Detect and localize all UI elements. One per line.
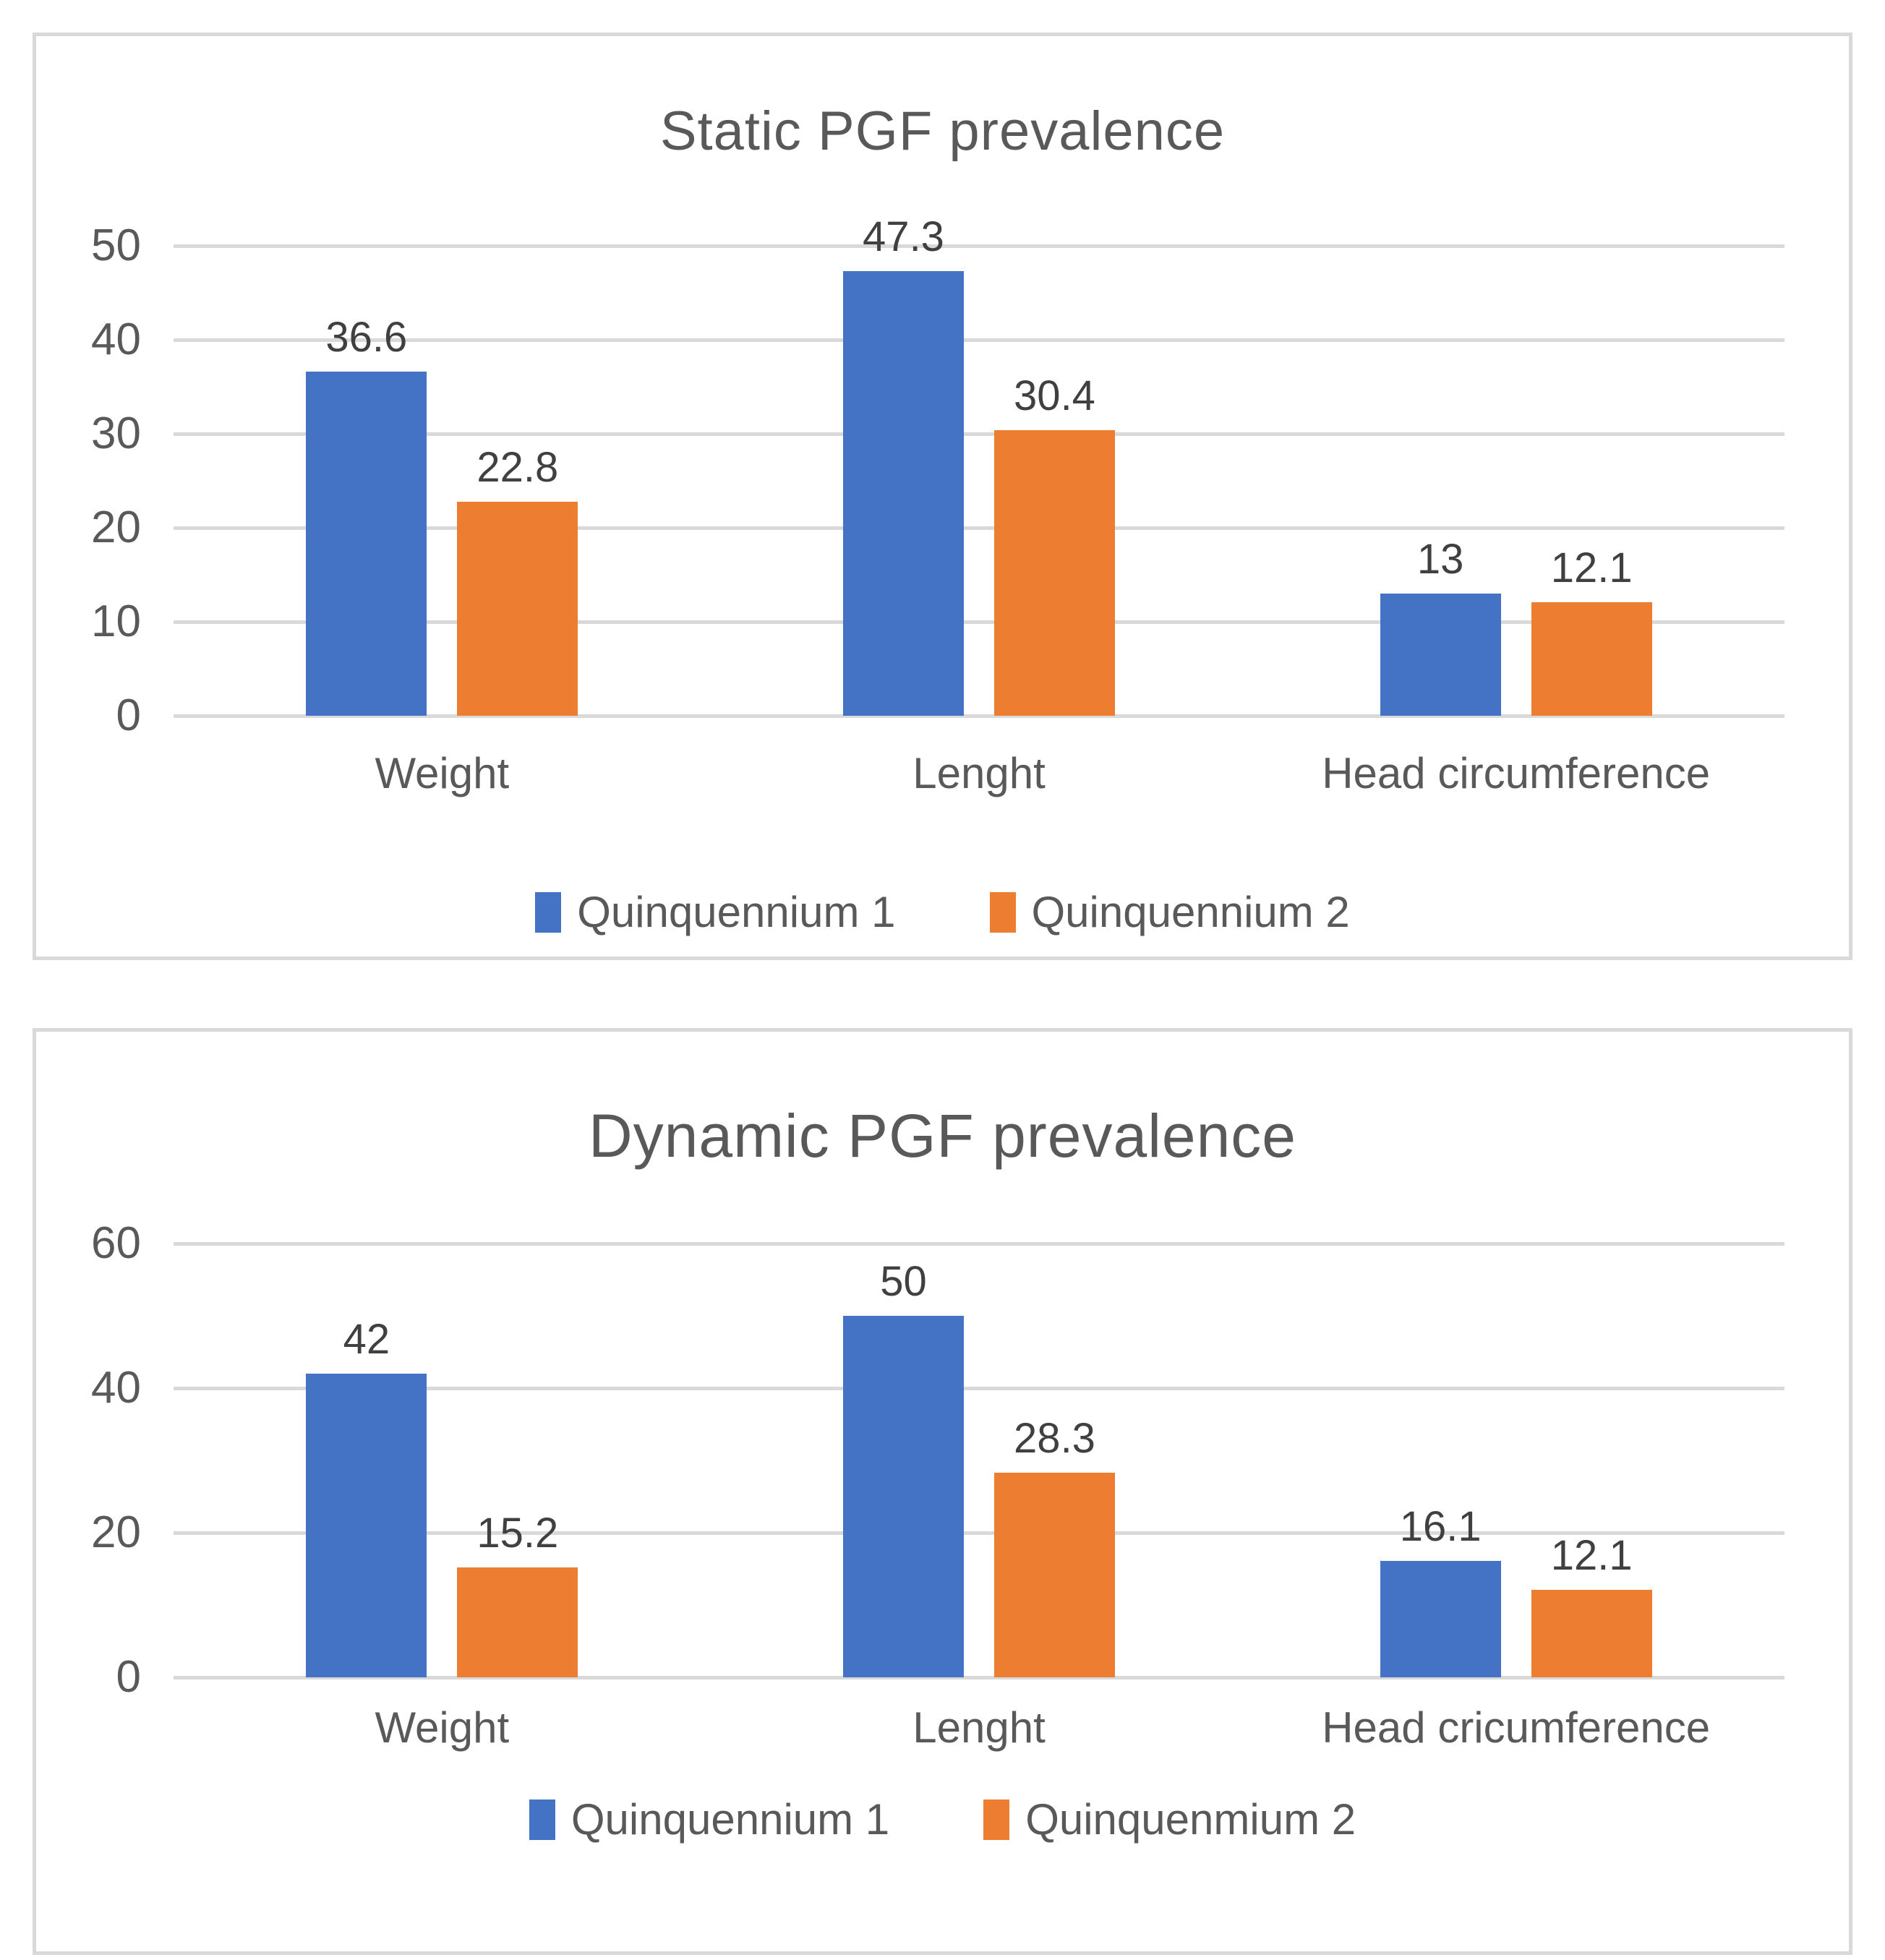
- category-axis: Weight Lenght Head cricumference: [174, 1703, 1784, 1753]
- bar: [306, 1374, 427, 1677]
- legend-swatch: [529, 1799, 555, 1840]
- bar-slot: 42: [306, 1244, 427, 1677]
- gridline: [174, 620, 1784, 624]
- bar: [306, 372, 427, 716]
- legend-swatch: [535, 892, 562, 933]
- data-label: 50: [880, 1258, 927, 1305]
- y-axis-tick-label: 50: [91, 221, 141, 270]
- y-axis-tick-label: 0: [116, 1652, 141, 1702]
- bar: [457, 501, 578, 716]
- y-axis-tick-label: 40: [91, 314, 141, 364]
- data-label: 28.3: [1014, 1415, 1095, 1462]
- data-label: 42: [343, 1316, 390, 1363]
- legend-label: Quinquennium 1: [570, 1795, 890, 1844]
- data-label: 12.1: [1550, 1532, 1633, 1579]
- legend-item: Quinquennium 2: [989, 888, 1350, 936]
- bar-slot: 12.1: [1531, 1244, 1652, 1677]
- y-axis-tick-label: 60: [91, 1218, 141, 1268]
- gridline: [174, 1241, 1784, 1246]
- bar-group: 16.1 12.1: [1247, 1244, 1784, 1677]
- bar: [994, 1473, 1115, 1677]
- gridline: [174, 1531, 1784, 1535]
- bar-slot: 36.6: [306, 246, 427, 716]
- category-label: Head circumference: [1322, 749, 1711, 797]
- chart-legend: Quinquennium 1 Quinquennium 2: [36, 891, 1849, 934]
- category-label: Head cricumference: [1322, 1703, 1711, 1752]
- category-label: Lenght: [912, 749, 1046, 797]
- data-label: 22.8: [476, 443, 559, 491]
- bar-group: 36.6 22.8: [174, 246, 711, 716]
- data-label: 30.4: [1014, 372, 1095, 419]
- data-label: 13: [1416, 536, 1464, 583]
- bar: [1531, 1590, 1652, 1677]
- y-axis-tick-label: 10: [91, 596, 141, 646]
- bar: [1380, 1561, 1501, 1677]
- dynamic-pgf-chart-panel: Dynamic PGF prevalence 0 20 40 60 42 15.2 50 2…: [33, 1028, 1852, 1955]
- bar-slot: 30.4: [994, 246, 1115, 716]
- bar-slot: 16.1: [1380, 1244, 1501, 1677]
- legend-swatch: [983, 1799, 1010, 1840]
- bar-group: 50 28.3: [711, 1244, 1248, 1677]
- gridline: [174, 1386, 1784, 1390]
- y-axis-tick-label: 40: [91, 1363, 141, 1413]
- bar: [843, 271, 964, 716]
- gridline: [174, 432, 1784, 436]
- y-axis-tick-label: 20: [91, 502, 141, 552]
- legend-item: Quinquennium 1: [535, 888, 896, 936]
- bar-slot: 13: [1380, 246, 1501, 716]
- bars-layer: 36.6 22.8 47.3 30.4 13 12.1: [174, 216, 1784, 716]
- category-label: Weight: [375, 1703, 510, 1752]
- gridline: [174, 244, 1784, 248]
- bar-slot: 28.3: [994, 1244, 1115, 1677]
- legend-item: Quinquenmium 2: [983, 1798, 1356, 1841]
- data-label: 36.6: [325, 314, 408, 361]
- bar: [994, 429, 1115, 716]
- bar-slot: 15.2: [457, 1244, 578, 1677]
- category-axis: Weight Lenght Head circumference: [174, 748, 1784, 798]
- data-label: 12.1: [1550, 544, 1633, 591]
- plot-area: 0 20 40 60 42 15.2 50 28.3 16.1 12.1: [91, 1221, 1784, 1700]
- chart-title: Static PGF prevalence: [659, 100, 1226, 162]
- bar-slot: 22.8: [457, 246, 578, 716]
- legend-label: Quinquenmium 2: [1025, 1795, 1356, 1844]
- bars-layer: 42 15.2 50 28.3 16.1 12.1: [174, 1244, 1784, 1677]
- bar-group: 47.3 30.4: [711, 216, 1248, 716]
- bar-slot: 47.3: [843, 216, 964, 716]
- static-pgf-chart-panel: Static PGF prevalence 0 10 20 30 40 50 36.6 22…: [33, 33, 1852, 960]
- y-axis-tick-label: 20: [91, 1507, 141, 1557]
- gridline: [174, 714, 1784, 718]
- bar-group: 13 12.1: [1247, 246, 1784, 716]
- data-label: 15.2: [476, 1510, 559, 1557]
- bar: [1380, 594, 1501, 716]
- bar-group: 42 15.2: [174, 1244, 711, 1677]
- chart-title: Dynamic PGF prevalence: [588, 1102, 1297, 1170]
- category-label: Lenght: [912, 1703, 1046, 1752]
- gridline: [174, 1675, 1784, 1679]
- bar: [1531, 602, 1652, 716]
- y-axis-tick-label: 30: [91, 408, 141, 458]
- data-label: 47.3: [863, 213, 944, 261]
- bar-slot: 50: [843, 1244, 964, 1677]
- data-label: 16.1: [1399, 1503, 1482, 1550]
- legend-swatch: [989, 892, 1016, 933]
- legend-label: Quinquennium 2: [1031, 888, 1350, 936]
- legend-item: Quinquennium 1: [529, 1798, 889, 1841]
- plot-area: 0 10 20 30 40 50 36.6 22.8 47.3 30.4 13 12.1: [91, 216, 1784, 738]
- bar-slot: 12.1: [1531, 246, 1652, 716]
- category-label: Weight: [375, 749, 510, 797]
- bar: [457, 1567, 578, 1677]
- bar: [843, 1316, 964, 1677]
- gridline: [174, 526, 1784, 530]
- y-axis-tick-label: 0: [116, 690, 141, 740]
- gridline: [174, 338, 1784, 342]
- chart-legend: Quinquennium 1 Quinquenmium 2: [36, 1798, 1849, 1841]
- legend-label: Quinquennium 1: [577, 888, 896, 936]
